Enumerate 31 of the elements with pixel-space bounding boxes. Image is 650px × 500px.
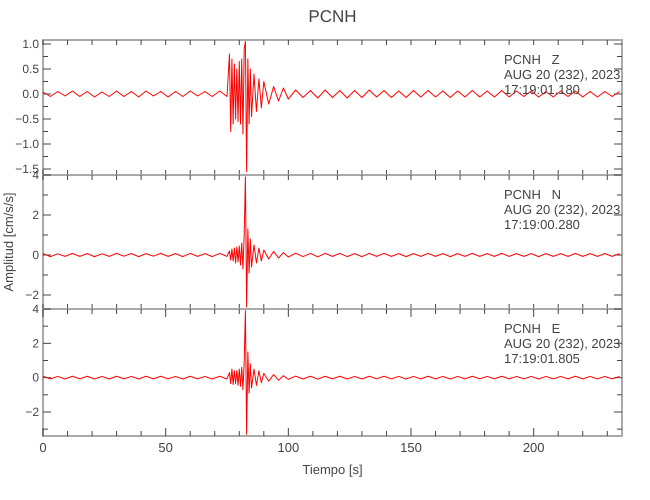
line-series: [42, 310, 620, 435]
y-tick-label: −1.0: [15, 137, 40, 151]
annotation: AUG 20 (232), 2023: [504, 336, 620, 351]
y-tick-label: 1.0: [22, 37, 40, 51]
x-tick-label: 100: [277, 440, 300, 455]
y-tick-label: 0: [32, 248, 40, 262]
annotation: 17:19:01.180: [504, 82, 580, 97]
annotation: 17:19:01.805: [504, 351, 580, 366]
y-tick-label: 2: [32, 336, 40, 350]
y-tick-label: −0.5: [15, 112, 40, 126]
x-tick-label: 150: [400, 440, 422, 455]
annotation: 17:19:00.280: [504, 217, 580, 232]
x-axis-title: Tiempo [s]: [302, 462, 363, 477]
y-tick-label: −2: [25, 404, 40, 419]
y-tick-label: −2: [25, 288, 40, 302]
y-tick-label: 4: [32, 302, 40, 316]
x-tick-label: 200: [522, 440, 545, 455]
annotation: AUG 20 (232), 2023: [504, 67, 620, 82]
y-tick-label: 2: [32, 208, 40, 222]
line-series: [42, 41, 620, 172]
annotation: PCNH E: [504, 321, 561, 336]
annotation: PCNH Z: [504, 52, 560, 67]
x-tick-label: 50: [158, 440, 173, 455]
y-tick-label: 0.0: [22, 87, 40, 101]
y-axis-title: Amplitud [cm/s/s]: [1, 192, 16, 292]
chart-title: PCNH: [308, 7, 357, 26]
annotation: AUG 20 (232), 2023: [504, 202, 620, 217]
line-series: [42, 176, 620, 308]
y-tick-label: 0.5: [22, 62, 40, 76]
annotation: PCNH N: [504, 187, 562, 202]
y-tick-label: 0: [32, 370, 40, 385]
